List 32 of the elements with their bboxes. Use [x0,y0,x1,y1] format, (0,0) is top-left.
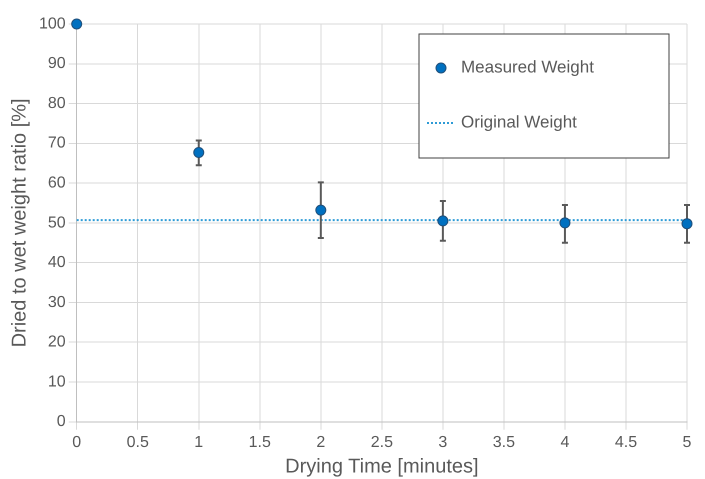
x-tick-label: 3 [438,434,448,451]
x-tick-label: 4.5 [614,434,638,451]
y-tick-label: 80 [48,94,66,112]
legend-label: Original Weight [461,112,578,132]
x-tick-label: 1 [194,434,204,451]
point [559,217,570,228]
y-tick-label: 50 [48,214,66,232]
y-tick-label: 10 [48,373,66,390]
y-tick-label: 70 [48,134,66,152]
x-tick-label: 5 [682,434,692,451]
x-axis-title: Drying Time [minutes] [285,456,479,478]
x-tick-label: 2 [316,434,326,451]
x-tick-label: 2.5 [370,434,394,451]
point [71,18,82,30]
legend-label: Measured Weight [461,58,594,77]
x-tick-label: 4 [560,434,570,451]
y-tick-label: 40 [48,254,66,272]
x-tick-label: 0 [72,434,82,451]
x-tick-label: 1.5 [248,434,272,451]
point [437,215,448,226]
y-axis-title: Dried to wet weight ratio [%] [8,98,31,348]
x-tick-label: 3.5 [492,434,516,451]
point [193,146,204,158]
y-tick-label: 100 [38,15,66,32]
x-tick-label: 0.5 [126,434,149,451]
y-tick-label: 90 [48,55,66,72]
y-tick-label: 0 [56,413,66,430]
y-tick-label: 20 [48,334,66,351]
y-tick-label: 60 [48,174,66,192]
point [315,204,326,216]
y-tick-label: 30 [48,294,66,311]
point [682,218,692,230]
